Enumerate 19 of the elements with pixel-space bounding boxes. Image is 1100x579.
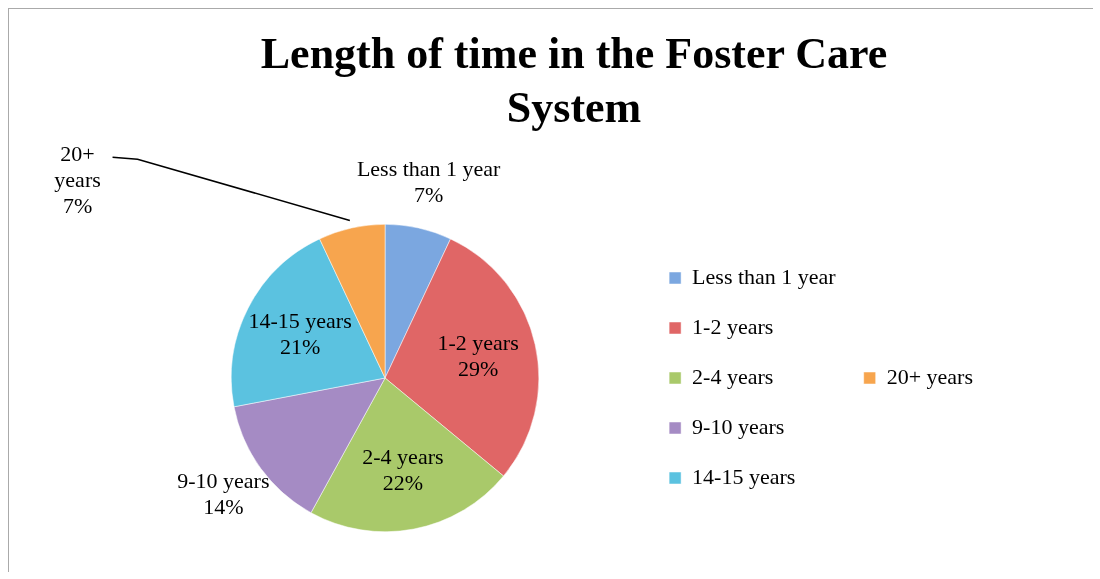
slice-label: 14-15 years <box>248 307 352 333</box>
slice-label: Less than 1 year <box>356 155 502 181</box>
legend-label: 1-2 years <box>692 313 774 339</box>
legend-label: 20+ years <box>886 363 973 389</box>
legend-label: Less than 1 year <box>692 263 837 289</box>
legend-label: 14-15 years <box>692 463 796 489</box>
slice-label: 2-4 years <box>362 444 444 470</box>
data-label: 7% <box>62 192 93 218</box>
data-label: 7% <box>414 181 444 207</box>
slice-label: 20+ years <box>54 140 101 192</box>
data-label: 21% <box>279 333 321 359</box>
data-label: 22% <box>382 470 424 496</box>
legend-label: 2-4 years <box>692 363 774 389</box>
chart-title: Length of time in the Foster Care System <box>259 28 889 134</box>
data-label: 29% <box>457 355 499 381</box>
legend-label: 9-10 years <box>692 413 785 439</box>
data-label: 14% <box>203 494 244 520</box>
slice-label: 1-2 years <box>437 329 519 355</box>
slice-label: 9-10 years <box>177 468 270 494</box>
